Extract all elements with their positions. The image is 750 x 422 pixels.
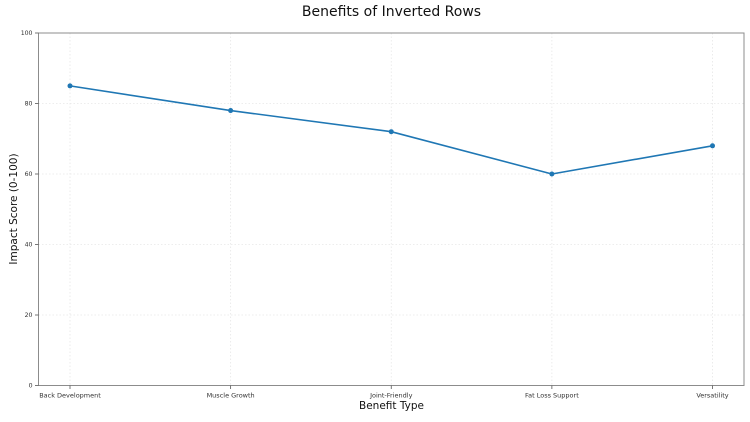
data-point: [388, 129, 394, 135]
x-tick-label: Back Development: [39, 392, 101, 400]
y-tick-label: 80: [25, 101, 33, 108]
x-tick-label: Joint-Friendly: [369, 392, 413, 400]
data-point: [549, 171, 555, 177]
y-tick-label: 100: [21, 30, 33, 37]
y-tick-label: 0: [29, 383, 33, 390]
y-tick-label: 40: [25, 242, 33, 249]
chart-title: Benefits of Inverted Rows: [301, 4, 482, 20]
x-tick-label: Versatility: [696, 392, 728, 400]
y-axis-label: Impact Score (0-100): [8, 153, 20, 265]
x-tick-label: Fat Loss Support: [525, 392, 579, 400]
y-tick-label: 20: [25, 312, 33, 319]
x-tick-label: Muscle Growth: [207, 392, 255, 400]
y-tick-label: 60: [25, 171, 33, 178]
data-point: [228, 108, 234, 114]
data-point: [710, 143, 715, 149]
data-point: [67, 83, 73, 89]
x-axis-label: Benefit Type: [359, 400, 424, 412]
